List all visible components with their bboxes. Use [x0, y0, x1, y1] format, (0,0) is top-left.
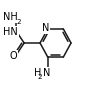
Text: O: O: [9, 51, 17, 61]
Text: N: N: [43, 68, 50, 78]
Text: H: H: [34, 68, 42, 78]
Text: NH: NH: [3, 12, 18, 22]
Text: N: N: [42, 23, 50, 33]
Text: 2: 2: [37, 74, 42, 80]
Text: 2: 2: [17, 19, 21, 25]
Text: HN: HN: [3, 27, 18, 37]
